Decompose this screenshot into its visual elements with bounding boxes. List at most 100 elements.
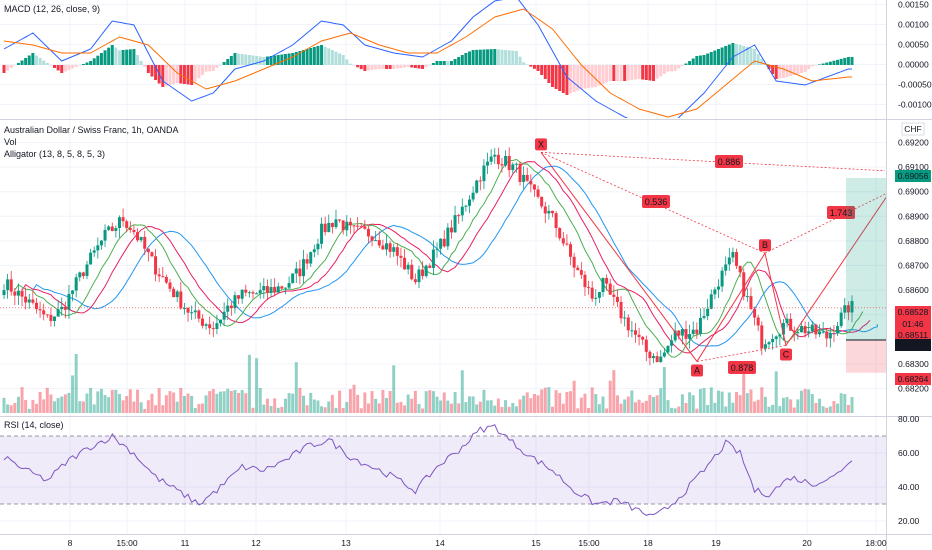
volume-bar — [724, 406, 728, 413]
candle-body — [146, 248, 150, 253]
candle-body — [316, 243, 320, 250]
volume-bar — [208, 391, 212, 413]
macd-histogram-bar — [136, 55, 140, 65]
candle-body — [406, 264, 410, 270]
candle-body — [374, 240, 378, 242]
candle-body — [175, 291, 179, 298]
candle-body — [637, 334, 641, 337]
rsi-axis[interactable]: 80.00 60.00 40.00 20.00 — [898, 414, 920, 526]
macd-histogram-bar — [619, 65, 623, 81]
candle-body — [666, 345, 670, 353]
macd-histogram-bar — [529, 65, 533, 67]
volume-bar — [78, 401, 82, 413]
candle-body — [63, 306, 67, 310]
macd-histogram-bar — [298, 51, 302, 65]
macd-histogram-bar — [323, 46, 327, 65]
macd-histogram-bar — [828, 61, 832, 65]
volume-bar — [792, 407, 796, 413]
volume-bar — [305, 405, 309, 413]
volume-bar — [753, 401, 757, 413]
volume-bar — [27, 408, 31, 413]
candle-body — [71, 290, 75, 294]
candle-body — [403, 257, 407, 270]
volume-bar — [114, 389, 118, 413]
macd-tick-label: 0.00100 — [898, 20, 929, 30]
pattern-ratio-line — [540, 151, 886, 172]
macd-histogram-bar — [460, 55, 464, 65]
macd-legend[interactable]: MACD (12, 26, close, 9) — [4, 4, 100, 14]
volume-bar — [186, 393, 190, 413]
macd-histogram-bar — [579, 65, 583, 89]
volume-bar — [648, 395, 652, 413]
macd-histogram-bar — [74, 65, 78, 67]
candle-body — [49, 314, 53, 321]
time-tick-label: 15:00 — [116, 538, 138, 548]
volume-bar — [608, 380, 612, 413]
volume-bar — [821, 406, 825, 413]
volume-bar — [403, 405, 407, 413]
macd-histogram-bar — [850, 57, 854, 65]
volume-bar — [742, 368, 746, 413]
alligator-legend[interactable]: Alligator (13, 8, 5, 8, 5, 3) — [4, 149, 105, 159]
macd-histogram-bar — [237, 53, 241, 65]
macd-histogram-bar — [143, 65, 147, 67]
macd-histogram-bar — [117, 50, 121, 65]
volume-bar — [16, 396, 20, 413]
volume-bar — [475, 404, 479, 413]
candle-body — [572, 256, 576, 268]
macd-histogram-bar — [832, 60, 836, 65]
candle-body — [807, 331, 811, 334]
volume-bar — [504, 400, 508, 413]
rsi-legend[interactable]: RSI (14, close) — [4, 420, 64, 430]
candle-body — [435, 248, 439, 250]
macd-histogram-bar — [684, 63, 688, 65]
macd-histogram-bar — [92, 58, 96, 65]
volume-bar — [745, 393, 749, 413]
volume-bar — [569, 391, 573, 413]
volume-bar — [168, 391, 172, 413]
volume-bar — [735, 392, 739, 413]
volume-bar — [125, 396, 129, 413]
macd-plot — [2, 0, 854, 118]
macd-histogram-bar — [695, 56, 699, 65]
candle-body — [128, 227, 132, 230]
candle-body — [359, 226, 363, 228]
candle-body — [330, 222, 334, 228]
volume-bar — [796, 399, 800, 413]
time-axis[interactable]: 8 15:00 11 12 13 14 15 15:00 18 19 20 18:00 — [68, 538, 887, 548]
candle-body — [691, 329, 695, 335]
macd-histogram-bar — [486, 49, 490, 65]
candle-body — [738, 265, 742, 273]
volume-bar — [727, 392, 731, 413]
pattern-ratio-line — [540, 151, 766, 254]
vol-legend[interactable]: Vol — [4, 137, 17, 147]
candle-body — [688, 334, 692, 339]
volume-bar — [240, 390, 244, 413]
macd-histogram-bar — [493, 49, 497, 65]
price-tick-label: 0.68600 — [898, 285, 929, 295]
candle-body — [818, 331, 822, 335]
volume-bar — [302, 395, 306, 413]
macd-histogram-bar — [265, 56, 269, 65]
macd-histogram-bar — [114, 47, 118, 65]
harmonic-pattern[interactable]: X A B C 0.886 0.536 1.743 0.878 — [535, 138, 890, 377]
volume-bar — [774, 371, 778, 413]
price-plot[interactable]: X A B C 0.886 0.536 1.743 0.878 — [0, 138, 890, 413]
candle-body — [720, 270, 724, 287]
macd-histogram-bar — [706, 53, 710, 65]
volume-bar — [670, 407, 674, 413]
macd-axis[interactable]: 0.00150 0.00100 0.00050 0.00000 -0.00050 -0.0… — [898, 0, 932, 110]
macd-histogram-bar — [42, 60, 46, 65]
macd-histogram-bar — [164, 65, 168, 86]
candle-body — [164, 276, 168, 283]
volume-bar — [431, 391, 435, 413]
volume-bar — [24, 399, 28, 413]
volume-bar — [778, 406, 782, 413]
candle-body — [161, 276, 165, 278]
volume-bar — [258, 387, 262, 413]
candle-body — [500, 164, 504, 166]
volume-bar — [316, 400, 320, 413]
symbol-title[interactable]: Australian Dollar / Swiss Franc, 1h, OAN… — [4, 125, 179, 135]
macd-histogram-bar — [222, 62, 226, 65]
